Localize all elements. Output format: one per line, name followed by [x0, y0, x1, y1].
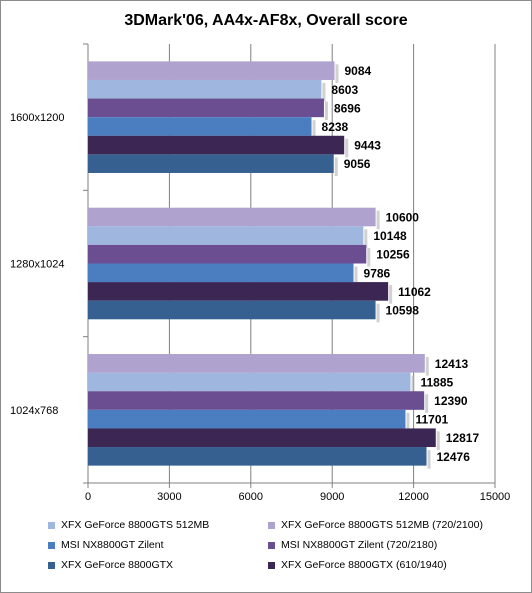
- data-label: 9084: [344, 64, 371, 78]
- chart-title: 3DMark'06, AA4x-AF8x, Overall score: [124, 12, 408, 29]
- bar-shadow: [427, 450, 431, 469]
- category-label: 1024x768: [10, 405, 58, 417]
- x-tick-label: 15000: [480, 491, 511, 503]
- bar-shadow: [376, 303, 380, 323]
- bar: [88, 409, 406, 429]
- bar: [88, 226, 364, 245]
- data-label: 8696: [334, 101, 361, 115]
- data-label: 9443: [354, 139, 381, 153]
- category-label: 1280x1024: [10, 259, 64, 271]
- bar: [88, 300, 376, 320]
- bar: [88, 447, 427, 466]
- x-tick-label: 6000: [239, 491, 263, 503]
- bar: [88, 428, 436, 448]
- data-label: 8238: [322, 120, 349, 134]
- bar-shadow: [354, 266, 358, 286]
- legend-item: XFX GeForce 8800GTS 512MB: [48, 519, 209, 531]
- legend-label: XFX GeForce 8800GTX (610/1940): [281, 559, 447, 571]
- legend-swatch: [48, 561, 55, 569]
- legend-item: XFX GeForce 8800GTX: [48, 559, 173, 571]
- bar: [88, 244, 367, 264]
- bar-shadow: [324, 101, 328, 121]
- legend-label: MSI NX8800GT Zilent: [61, 539, 164, 551]
- legend-swatch: [48, 521, 55, 529]
- data-label: 8603: [331, 83, 358, 97]
- bar: [88, 117, 312, 136]
- data-label: 11062: [398, 285, 431, 299]
- bar: [88, 263, 354, 283]
- bar: [88, 79, 322, 99]
- bar: [88, 282, 389, 301]
- bar: [88, 154, 334, 173]
- bar-shadow: [406, 412, 410, 432]
- legend-swatch: [48, 541, 55, 549]
- data-label: 9056: [344, 157, 371, 171]
- legend-item: MSI NX8800GT Zilent: [48, 539, 164, 551]
- legend-item: XFX GeForce 8800GTX (610/1940): [268, 559, 447, 571]
- category-label: 1600x1200: [10, 112, 64, 124]
- bar: [88, 135, 345, 155]
- bar-shadow: [367, 247, 371, 267]
- bar-shadow: [312, 120, 316, 139]
- x-tick-label: 0: [85, 491, 91, 503]
- bar-shadow: [411, 375, 415, 395]
- bar-shadow: [436, 431, 440, 451]
- data-label: 10148: [373, 229, 407, 243]
- bar-shadow: [364, 229, 368, 248]
- legend-label: MSI NX8800GT Zilent (720/2180): [281, 539, 438, 551]
- legend: XFX GeForce 8800GTS 512MB XFX GeForce 880…: [40, 518, 510, 580]
- bar-shadow: [345, 138, 349, 158]
- data-label: 10256: [376, 248, 410, 262]
- x-tick-label: 9000: [320, 491, 344, 503]
- legend-swatch: [268, 541, 275, 549]
- bar-shadow: [425, 357, 429, 376]
- x-tick-label: 12000: [398, 491, 429, 503]
- data-label: 11701: [415, 413, 448, 427]
- data-label: 9786: [364, 266, 391, 280]
- bar-shadow: [334, 157, 338, 176]
- bar: [88, 61, 335, 80]
- bar-shadow: [335, 64, 339, 83]
- bar-shadow: [376, 210, 380, 230]
- bar-shadow: [322, 82, 326, 102]
- bar: [88, 98, 324, 118]
- data-label: 12390: [434, 394, 468, 408]
- bar: [88, 372, 411, 392]
- data-label: 12817: [446, 431, 480, 445]
- legend-label: XFX GeForce 8800GTX: [61, 559, 174, 571]
- legend-label: XFX GeForce 8800GTS 512MB (720/2100): [281, 519, 483, 531]
- data-label: 12476: [437, 450, 471, 464]
- bar: [88, 207, 376, 227]
- data-label: 10600: [386, 211, 420, 225]
- legend-item: XFX GeForce 8800GTS 512MB (720/2100): [268, 519, 483, 531]
- bar-shadow: [389, 285, 393, 304]
- legend-swatch: [268, 561, 275, 569]
- bar: [88, 391, 425, 410]
- bar-shadow: [425, 394, 429, 413]
- legend-item: MSI NX8800GT Zilent (720/2180): [268, 539, 437, 551]
- legend-label: XFX GeForce 8800GTS 512MB: [61, 519, 210, 531]
- data-label: 10598: [386, 304, 420, 318]
- legend-swatch: [268, 521, 275, 529]
- x-tick-label: 3000: [157, 491, 181, 503]
- data-label: 11885: [420, 375, 453, 389]
- data-label: 12413: [435, 357, 469, 371]
- bar: [88, 354, 425, 373]
